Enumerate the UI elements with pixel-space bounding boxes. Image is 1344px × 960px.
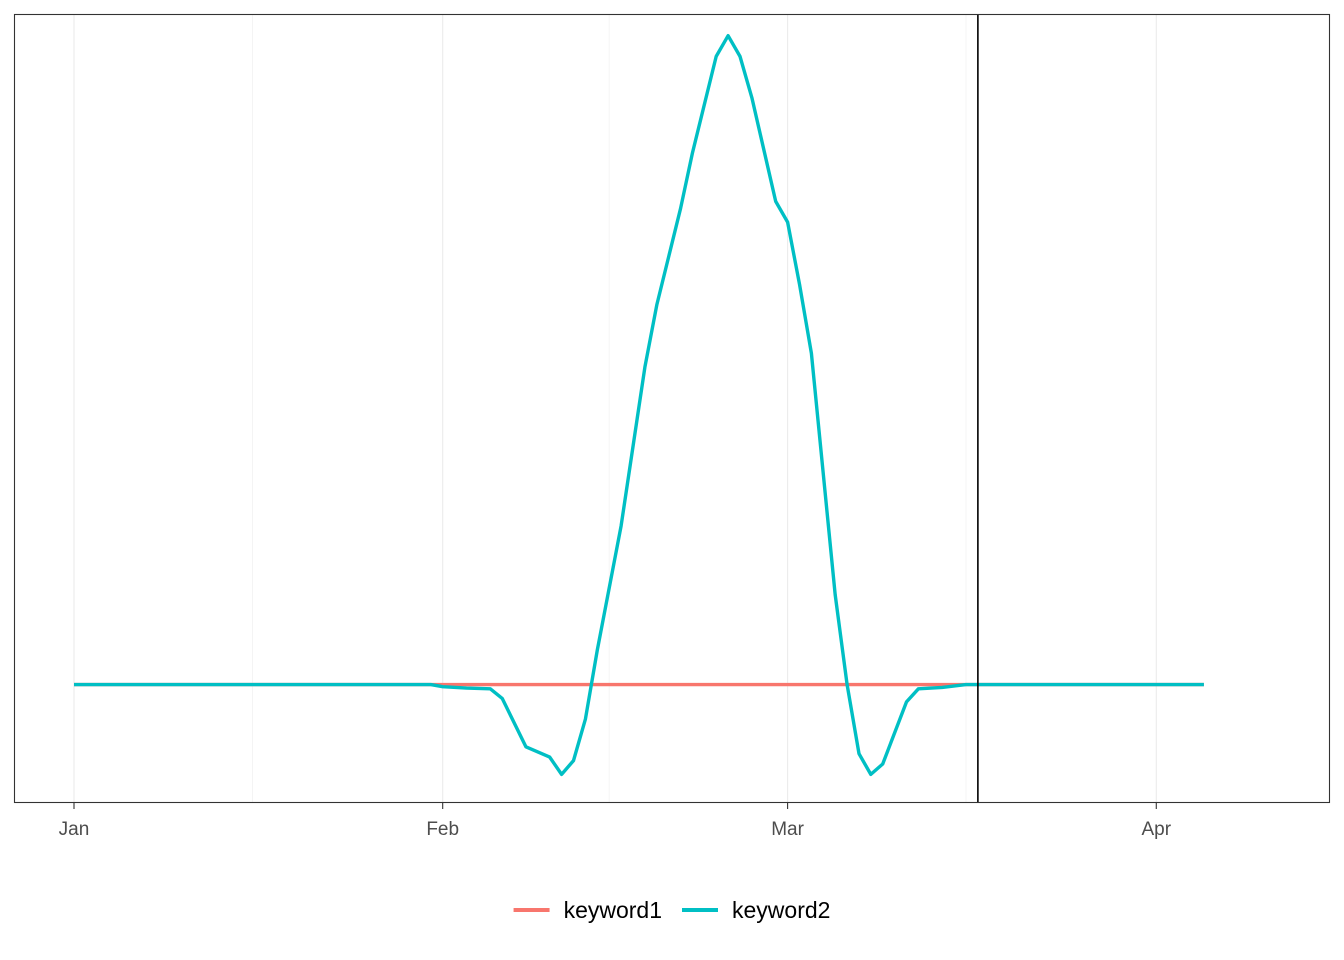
legend-item-keyword2: keyword2 [682, 897, 830, 923]
x-tick-label: Apr [1141, 819, 1171, 840]
series-lines [74, 34, 1204, 777]
x-axis: Jan Feb Mar Apr [59, 802, 1172, 840]
legend: keyword1 keyword2 [513, 897, 830, 923]
series-line-keyword2 [74, 34, 1204, 777]
legend-item-keyword1: keyword1 [513, 897, 662, 923]
x-tick-label: Jan [59, 819, 90, 840]
x-tick-label: Feb [426, 819, 459, 840]
x-tick-label: Mar [771, 819, 804, 840]
grid-lines [73, 15, 1157, 802]
plot-panel-border [13, 13, 1331, 804]
legend-label: keyword1 [564, 897, 662, 923]
legend-label: keyword2 [732, 897, 830, 923]
